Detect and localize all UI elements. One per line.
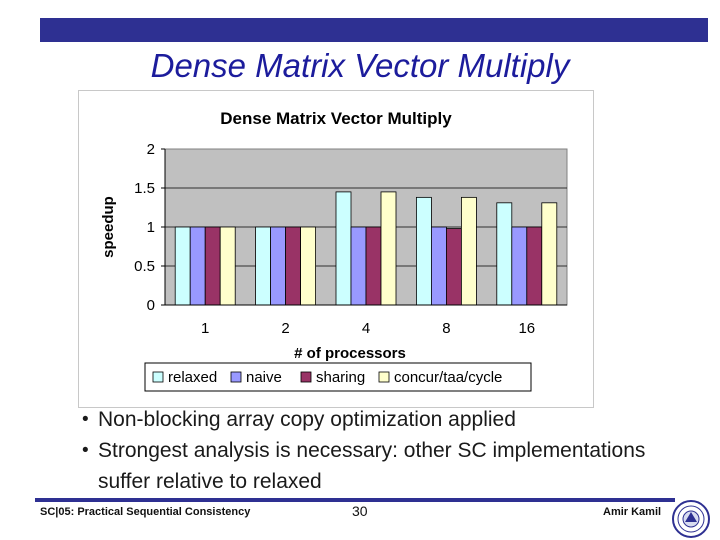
x-tick-label: 4 (362, 320, 370, 337)
legend-box (144, 362, 532, 392)
speedup-bar-chart: Dense Matrix Vector Multiply 0 0.5 1 1.5 2 1 2 4… (100, 109, 568, 392)
legend-swatch (300, 371, 312, 383)
x-tick-label: 1 (201, 320, 209, 337)
legend-label: concur/taa/cycle (394, 369, 502, 386)
bar-relaxed (335, 191, 352, 306)
y-tick-label: 1.5 (134, 180, 155, 197)
y-tick-label: 0.5 (134, 258, 155, 275)
bar-relaxed (174, 226, 191, 306)
bar-sharing (526, 226, 543, 306)
x-tick-label: 16 (518, 320, 535, 337)
bar-concur-taa-cycle (460, 196, 477, 306)
x-tick-label: 2 (281, 320, 289, 337)
bar-sharing (365, 226, 382, 306)
bar-naive (270, 226, 287, 306)
legend-swatch (230, 371, 242, 383)
legend-label: relaxed (168, 369, 217, 386)
bar-concur-taa-cycle (380, 191, 397, 306)
chart-container: Dense Matrix Vector Multiply 0 0.5 1 1.5 2 1 2 4… (78, 90, 594, 408)
y-axis-title: speedup (100, 196, 117, 258)
bullet-item: • Non-blocking array copy optimization a… (82, 404, 682, 435)
y-tick-label: 1 (147, 219, 155, 236)
legend-swatch (152, 371, 164, 383)
x-axis-title: # of processors (294, 345, 406, 362)
bullet-icon: • (82, 409, 89, 430)
bar-relaxed (415, 196, 432, 306)
chart-title: Dense Matrix Vector Multiply (220, 109, 452, 128)
bar-relaxed (496, 202, 513, 306)
bar-naive (511, 226, 528, 306)
bar-naive (189, 226, 206, 306)
bullet-icon: • (82, 440, 89, 461)
legend-label: sharing (316, 369, 365, 386)
bar-concur-taa-cycle (300, 226, 317, 306)
legend-swatch (378, 371, 390, 383)
legend-label: naive (246, 369, 282, 386)
x-tick-label: 8 (442, 320, 450, 337)
y-tick-label: 0 (147, 297, 155, 314)
bullet-item: • Strongest analysis is necessary: other… (82, 435, 682, 497)
footer-author: Amir Kamil (603, 506, 662, 518)
bullet-text: Strongest analysis is necessary: other S… (98, 439, 646, 493)
bar-concur-taa-cycle (219, 226, 236, 306)
bar-relaxed (255, 226, 272, 306)
slide-title: Dense Matrix Vector Multiply (150, 47, 570, 84)
bar-sharing (285, 226, 302, 306)
bar-sharing (445, 228, 462, 306)
footer-conference: SC|05: Practical Sequential Consistency (40, 506, 251, 518)
bar-naive (430, 226, 447, 306)
university-seal-icon (672, 500, 710, 538)
footer-divider (35, 498, 675, 502)
page-number: 30 (352, 503, 368, 519)
bar-sharing (204, 226, 221, 306)
bar-naive (350, 226, 367, 306)
bar-concur-taa-cycle (541, 202, 558, 306)
bullet-text: Non-blocking array copy optimization app… (98, 408, 516, 431)
y-tick-label: 2 (147, 141, 155, 158)
bullet-list: • Non-blocking array copy optimization a… (82, 404, 682, 497)
top-banner (40, 18, 708, 42)
